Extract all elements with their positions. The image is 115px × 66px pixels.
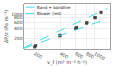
svg-text:v_f (m³ m⁻² h⁻¹): v_f (m³ m⁻² h⁻¹) <box>47 59 87 66</box>
svg-text:800: 800 <box>85 51 95 60</box>
svg-text:1000: 1000 <box>93 51 106 61</box>
svg-text:200: 200 <box>33 51 43 60</box>
svg-text:400: 400 <box>59 51 69 60</box>
svg-text:800: 800 <box>14 15 23 20</box>
svg-text:1000: 1000 <box>11 12 23 17</box>
svg-text:Blower (red): Blower (red) <box>37 11 62 16</box>
svg-text:600: 600 <box>74 51 84 60</box>
svg-text:600: 600 <box>14 20 23 25</box>
svg-text:200: 200 <box>14 36 23 41</box>
svg-text:400: 400 <box>14 26 23 31</box>
svg-text:Band + bandline: Band + bandline <box>37 5 71 10</box>
svg-text:ΔP/z (Pa m⁻¹): ΔP/z (Pa m⁻¹) <box>3 10 9 43</box>
